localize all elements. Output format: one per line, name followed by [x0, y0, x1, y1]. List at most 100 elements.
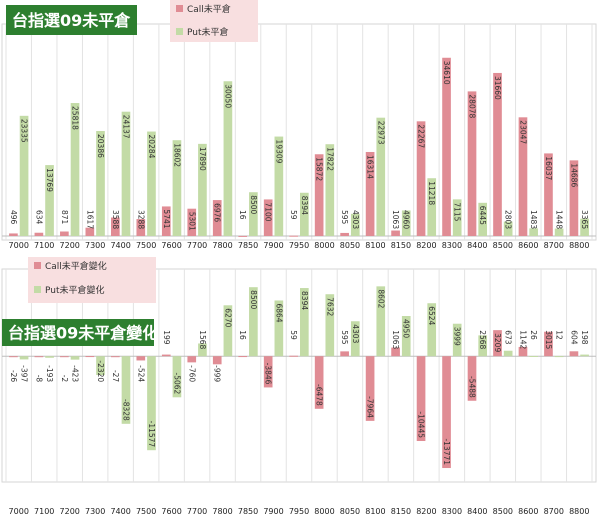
chart-title-box [2, 319, 154, 346]
data-label: 17822 [325, 147, 334, 171]
bar-put [70, 103, 80, 237]
legend-swatch [34, 262, 41, 269]
data-label: 30050 [223, 84, 232, 108]
bar-call [187, 356, 197, 363]
data-label: -26 [9, 370, 18, 382]
bar-put [376, 117, 386, 236]
bar-call [289, 235, 298, 237]
bar-call [60, 231, 69, 236]
bar-call [518, 346, 528, 357]
data-label: -397 [20, 365, 29, 382]
chart-title: 台指選09未平倉變化 [8, 324, 158, 343]
data-label: 16 [238, 330, 247, 340]
data-label: 23047 [518, 120, 527, 144]
bar-put [172, 140, 182, 236]
data-label: 5301 [187, 212, 196, 231]
x-tick-label: 8100 [365, 241, 385, 250]
data-label: 25818 [71, 106, 80, 130]
plot-area [1, 268, 597, 483]
data-label: 3999 [453, 327, 462, 346]
data-label: 595 [340, 330, 349, 345]
bar-put [401, 210, 411, 236]
x-tick-label: 8050 [340, 507, 360, 516]
data-label: -193 [45, 365, 54, 382]
bar-put [554, 356, 564, 358]
data-label: 7632 [325, 297, 334, 316]
x-tick-label: 8500 [493, 241, 513, 250]
bar-put [580, 354, 589, 357]
bar-call [467, 91, 477, 236]
bar-put [376, 286, 386, 357]
bar-put [478, 202, 488, 236]
legend-box [170, 0, 258, 42]
x-tick-label: 8400 [467, 241, 487, 250]
data-label: 16037 [544, 156, 553, 180]
data-label: 34610 [442, 61, 451, 85]
legend-swatch [176, 5, 183, 12]
data-label: 1448 [555, 210, 564, 229]
x-tick-label: 7900 [263, 507, 283, 516]
x-tick-label: 8150 [391, 507, 411, 516]
bar-call [34, 356, 44, 358]
data-label: 18602 [172, 143, 181, 167]
bar-put [478, 335, 488, 357]
bar-call [391, 347, 400, 357]
x-tick-label: 7000 [9, 507, 29, 516]
x-tick-label: 8700 [544, 241, 564, 250]
legend-label: Put未平倉變化 [45, 284, 105, 296]
data-label: 8500 [249, 195, 258, 214]
bar-call [136, 356, 146, 361]
data-label: 3365 [580, 210, 589, 229]
x-tick-label: 7950 [289, 507, 309, 516]
x-tick-label: 7100 [34, 507, 54, 516]
bar-put [325, 144, 335, 236]
data-label: -2 [60, 375, 69, 383]
data-label: -7964 [366, 396, 375, 418]
data-label: 1483 [529, 210, 538, 229]
bar-call [187, 208, 197, 236]
x-tick-label: 7850 [238, 507, 258, 516]
bar-call [9, 233, 18, 236]
data-label: 13769 [45, 168, 54, 192]
bar-put [580, 218, 589, 236]
plot-area [1, 23, 597, 241]
data-label: 8500 [249, 290, 258, 309]
bar-put [325, 294, 335, 357]
bar-call [9, 356, 18, 358]
data-label: -2320 [96, 360, 105, 382]
bar-call [263, 199, 273, 236]
x-tick-label: 7600 [161, 507, 181, 516]
x-tick-label: 7800 [212, 241, 232, 250]
x-tick-label: 7400 [110, 507, 130, 516]
bar-put [300, 192, 309, 236]
data-label: 59 [289, 210, 298, 220]
legend-label: Call未平倉變化 [45, 260, 107, 272]
data-label: 1568 [198, 330, 207, 349]
bar-put [223, 305, 233, 357]
data-label: 2803 [504, 210, 513, 229]
data-label: 4303 [351, 324, 360, 343]
data-label: -8 [34, 375, 43, 383]
x-tick-label: 7200 [60, 507, 80, 516]
data-label: 6864 [274, 303, 283, 322]
bar-call [493, 330, 502, 357]
bar-call [569, 351, 579, 357]
bar-put [350, 213, 360, 236]
bar-put [172, 356, 182, 398]
x-tick-label: 7700 [187, 241, 207, 250]
bar-call [34, 232, 44, 236]
x-tick-label: 8200 [416, 507, 436, 516]
x-tick-label: 8500 [493, 507, 513, 516]
chart-open-interest: 496 634 871 1617 3588 3288 5741 5301 6976 16 7100 5… [1, 0, 597, 250]
data-label: 1063 [391, 210, 400, 229]
data-label: -760 [187, 365, 196, 382]
data-label: 6524 [427, 306, 436, 325]
bar-call [85, 356, 95, 358]
data-label: 23335 [20, 119, 29, 143]
data-label: -999 [213, 365, 222, 382]
x-tick-label: 8000 [314, 507, 334, 516]
data-label: -3846 [264, 363, 273, 385]
data-label: -423 [71, 365, 80, 382]
data-label: 199 [162, 330, 171, 345]
x-tick-label: 7000 [9, 241, 29, 250]
